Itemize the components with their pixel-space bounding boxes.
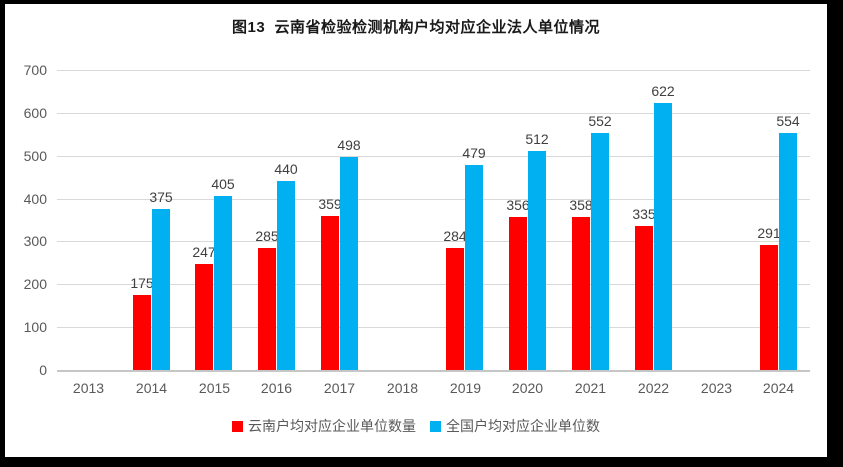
x-tick-label: 2018 <box>386 380 419 396</box>
legend-item-yunnan: 云南户均对应企业单位数量 <box>232 416 416 436</box>
value-label: 358 <box>569 197 593 213</box>
bar-yunnan-2017 <box>321 216 339 370</box>
value-label: 359 <box>318 196 342 212</box>
x-tick-label: 2019 <box>449 380 482 396</box>
value-label: 440 <box>274 161 298 177</box>
value-label: 498 <box>337 137 361 153</box>
gridline <box>57 241 810 242</box>
legend-item-national: 全国户均对应企业单位数 <box>430 416 600 436</box>
gridline <box>57 199 810 200</box>
y-tick-label: 600 <box>23 105 47 121</box>
x-tick-label: 2021 <box>574 380 607 396</box>
x-tick-label: 2022 <box>637 380 670 396</box>
bar-national-2024 <box>779 133 797 370</box>
value-label: 247 <box>192 244 216 260</box>
x-tick-label: 2016 <box>260 380 293 396</box>
chart-title: 图13 云南省检验检测机构户均对应企业法人单位情况 <box>231 19 601 36</box>
bar-national-2020 <box>528 151 546 370</box>
gridline <box>57 156 810 157</box>
legend-label: 全国户均对应企业单位数 <box>446 418 600 434</box>
value-label: 335 <box>632 206 656 222</box>
gridline <box>57 284 810 285</box>
legend-swatch-icon <box>232 420 243 432</box>
value-label: 552 <box>588 113 612 129</box>
x-tick-label: 2017 <box>323 380 356 396</box>
value-label: 291 <box>757 225 781 241</box>
value-label: 479 <box>462 145 486 161</box>
y-tick-label: 400 <box>23 191 47 207</box>
value-label: 405 <box>211 176 235 192</box>
value-label: 285 <box>255 228 279 244</box>
x-tick-label: 2023 <box>700 380 733 396</box>
y-tick-label: 700 <box>23 62 47 78</box>
legend-swatch-icon <box>430 420 441 432</box>
legend-label: 云南户均对应企业单位数量 <box>248 418 416 434</box>
bar-national-2017 <box>340 157 358 370</box>
bar-national-2021 <box>591 133 609 370</box>
bar-national-2022 <box>654 103 672 370</box>
bar-yunnan-2022 <box>635 226 653 370</box>
y-tick-label: 500 <box>23 148 47 164</box>
value-label: 175 <box>130 275 154 291</box>
y-tick-label: 100 <box>23 319 47 335</box>
value-label: 622 <box>651 83 675 99</box>
value-label: 375 <box>149 189 173 205</box>
legend: 云南户均对应企业单位数量 全国户均对应企业单位数 <box>5 416 827 436</box>
x-tick-label: 2024 <box>762 380 795 396</box>
gridline <box>57 327 810 328</box>
value-label: 554 <box>776 113 800 129</box>
x-tick-label: 2014 <box>135 380 168 396</box>
y-tick-label: 200 <box>23 276 47 292</box>
bar-yunnan-2015 <box>195 264 213 370</box>
value-label: 512 <box>525 131 549 147</box>
bar-national-2016 <box>277 181 295 370</box>
x-tick-label: 2015 <box>198 380 231 396</box>
y-tick-label: 0 <box>39 362 47 378</box>
bar-yunnan-2014 <box>133 295 151 370</box>
y-tick-label: 300 <box>23 233 47 249</box>
x-axis-line <box>57 370 810 372</box>
bar-yunnan-2024 <box>760 245 778 370</box>
bar-yunnan-2019 <box>446 248 464 370</box>
bar-national-2014 <box>152 209 170 370</box>
bar-national-2019 <box>465 165 483 370</box>
bar-national-2015 <box>214 196 232 370</box>
value-label: 284 <box>443 228 467 244</box>
value-label: 356 <box>506 197 530 213</box>
gridline <box>57 113 810 114</box>
bar-yunnan-2021 <box>572 217 590 370</box>
x-tick-label: 2020 <box>511 380 544 396</box>
bar-yunnan-2020 <box>509 217 527 370</box>
bar-yunnan-2016 <box>258 248 276 370</box>
gridline <box>57 70 810 71</box>
bar-chart: 图13 云南省检验检测机构户均对应企业法人单位情况 云南户均对应企业单位数量 全国… <box>5 4 827 457</box>
x-tick-label: 2013 <box>72 380 105 396</box>
